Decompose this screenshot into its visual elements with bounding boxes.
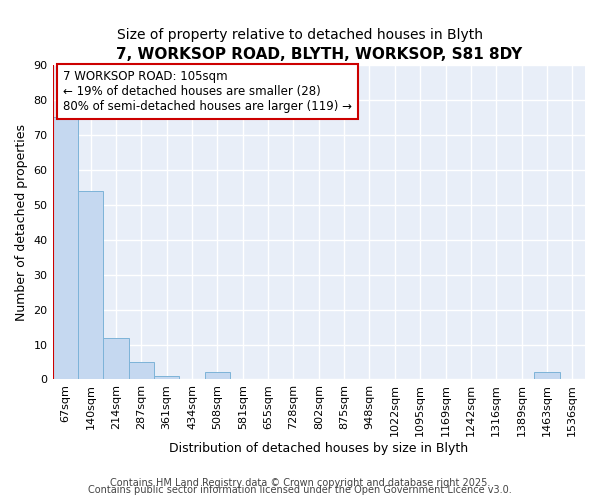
X-axis label: Distribution of detached houses by size in Blyth: Distribution of detached houses by size …	[169, 442, 469, 455]
Bar	[205, 372, 230, 380]
Text: Contains public sector information licensed under the Open Government Licence v3: Contains public sector information licen…	[88, 485, 512, 495]
Bar	[154, 376, 179, 380]
Title: 7, WORKSOP ROAD, BLYTH, WORKSOP, S81 8DY: 7, WORKSOP ROAD, BLYTH, WORKSOP, S81 8DY	[116, 48, 522, 62]
Text: Contains HM Land Registry data © Crown copyright and database right 2025.: Contains HM Land Registry data © Crown c…	[110, 478, 490, 488]
Y-axis label: Number of detached properties: Number of detached properties	[15, 124, 28, 321]
Bar	[103, 338, 128, 380]
Bar	[128, 362, 154, 380]
Text: 7 WORKSOP ROAD: 105sqm
← 19% of detached houses are smaller (28)
80% of semi-det: 7 WORKSOP ROAD: 105sqm ← 19% of detached…	[63, 70, 352, 113]
Bar	[78, 191, 103, 380]
Text: Size of property relative to detached houses in Blyth: Size of property relative to detached ho…	[117, 28, 483, 42]
Bar	[53, 118, 78, 380]
Bar	[534, 372, 560, 380]
